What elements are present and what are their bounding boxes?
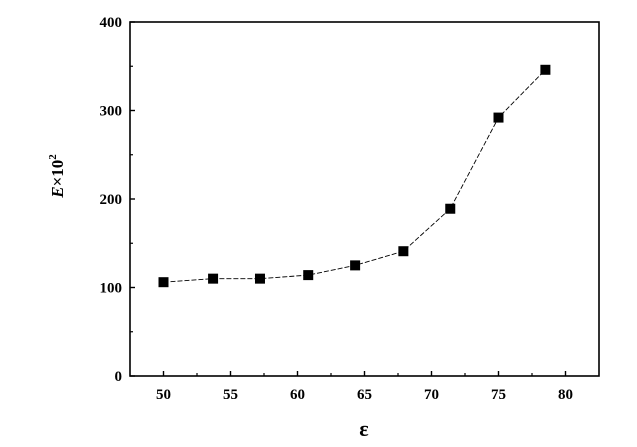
data-series xyxy=(158,64,551,288)
data-point-square xyxy=(540,64,551,75)
y-tick-label: 200 xyxy=(100,192,123,208)
y-axis-title: E×102 xyxy=(47,154,67,199)
data-point-square xyxy=(398,246,409,257)
plot-frame xyxy=(129,21,600,377)
data-point-square xyxy=(158,277,169,288)
data-point-square xyxy=(350,260,361,271)
x-tick-label: 75 xyxy=(491,387,506,403)
x-axis-title: ε xyxy=(359,416,368,441)
x-tick-label: 70 xyxy=(424,387,439,403)
y-axis-title-exponent: 2 xyxy=(47,154,59,160)
series-line xyxy=(163,69,546,283)
data-point-square xyxy=(445,203,456,214)
axis-ticks: 50 55 60 65 70 75 80 0 100 200 300 400 xyxy=(100,15,574,403)
x-tick-label: 60 xyxy=(290,387,305,403)
y-tick-label: 0 xyxy=(115,369,123,385)
data-point-square xyxy=(303,270,314,281)
x-tick-label: 50 xyxy=(156,387,171,403)
data-point-square xyxy=(493,112,504,123)
data-point-square xyxy=(254,273,265,284)
x-tick-label: 65 xyxy=(357,387,372,403)
y-tick-label: 300 xyxy=(100,104,123,120)
y-axis-title-base: E xyxy=(48,186,67,198)
y-tick-label: 100 xyxy=(100,281,123,297)
y-axis-title-suffix: ×10 xyxy=(48,160,67,187)
y-tick-label: 400 xyxy=(100,15,123,31)
data-point-square xyxy=(208,273,219,284)
x-tick-label: 55 xyxy=(223,387,238,403)
x-tick-label: 80 xyxy=(558,387,573,403)
